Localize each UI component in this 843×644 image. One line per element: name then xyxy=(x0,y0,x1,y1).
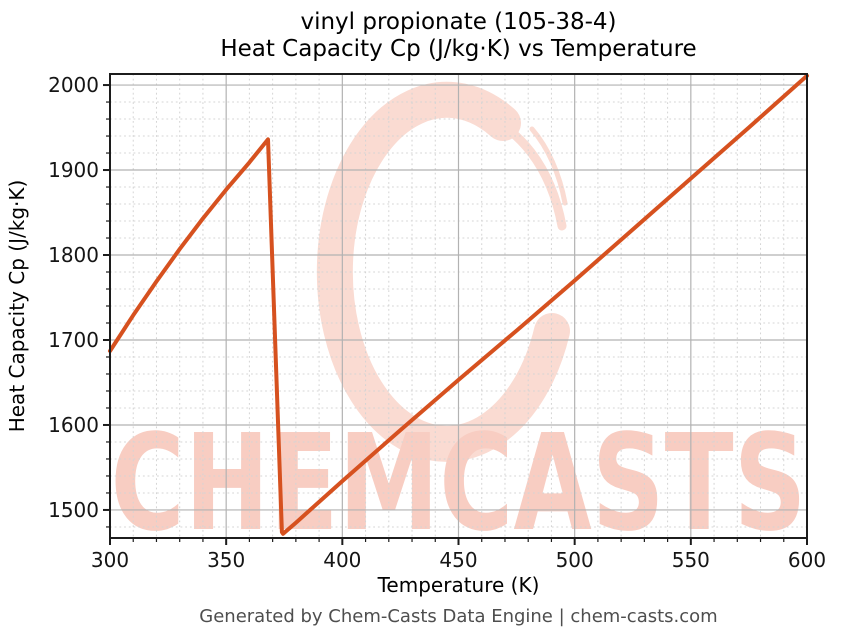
chart-title-line1: vinyl propionate (105-38-4) xyxy=(300,9,617,35)
y-tick-label: 1700 xyxy=(48,328,99,352)
watermark-ring-tail-icon xyxy=(529,126,568,206)
y-tick-label: 1800 xyxy=(48,243,99,267)
watermark-ring-icon xyxy=(316,81,570,462)
axis-ticks xyxy=(103,84,808,545)
x-tick-label: 550 xyxy=(672,548,710,572)
major-gridlines xyxy=(110,74,807,538)
x-tick-label: 600 xyxy=(788,548,826,572)
chart-title-line2: Heat Capacity Cp (J/kg·K) vs Temperature xyxy=(220,36,697,62)
x-tick-label: 300 xyxy=(91,548,129,572)
y-tick-label: 1900 xyxy=(48,158,99,182)
cp-vs-temperature-line xyxy=(108,73,809,536)
axis-tick-labels: 300 350 400 450 500 550 600 1500 1600 1700 1800 190… xyxy=(48,73,826,572)
x-tick-label: 350 xyxy=(207,548,245,572)
x-axis-label: Temperature (K) xyxy=(377,573,540,597)
y-axis-label: Heat Capacity Cp (J/kg·K) xyxy=(5,180,29,433)
y-tick-label: 1500 xyxy=(48,498,99,522)
watermark-ring-swoosh-icon xyxy=(473,111,567,231)
axis-titles: Temperature (K) Heat Capacity Cp (J/kg·K) xyxy=(5,180,539,597)
x-tick-label: 500 xyxy=(556,548,594,572)
x-tick-label: 400 xyxy=(323,548,361,572)
data-series-layer xyxy=(108,73,809,536)
chart-title: vinyl propionate (105-38-4) Heat Capacit… xyxy=(110,9,807,63)
y-tick-label: 1600 xyxy=(48,413,99,437)
footer-credit: Generated by Chem-Casts Data Engine | ch… xyxy=(199,606,718,627)
y-tick-label: 2000 xyxy=(48,73,99,97)
x-tick-label: 450 xyxy=(439,548,477,572)
